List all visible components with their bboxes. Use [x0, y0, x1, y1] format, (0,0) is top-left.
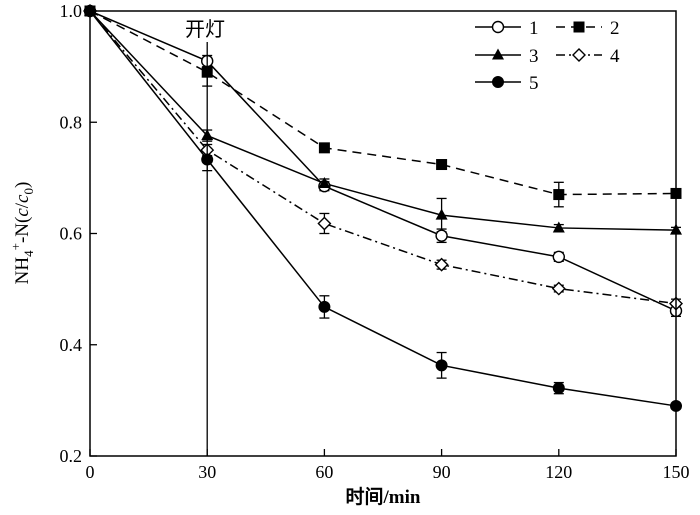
series-1-point — [552, 250, 565, 264]
series-2-point — [436, 159, 448, 171]
series-line-3 — [89, 10, 677, 231]
plot-lines — [89, 10, 681, 410]
x-tick-label: 30 — [198, 462, 216, 482]
legend-label: 3 — [529, 46, 539, 67]
y-axis-label: NH4+-N(c/c0) — [8, 182, 36, 285]
series-5-point — [552, 382, 565, 395]
legend-label: 2 — [610, 18, 620, 39]
plot-markers — [83, 4, 683, 412]
x-tick-label: 60 — [315, 462, 333, 482]
series-4-point — [551, 281, 566, 296]
x-tick-label: 150 — [663, 462, 690, 482]
series-line-2 — [89, 10, 677, 196]
series-3-point — [318, 176, 331, 188]
plot-frame — [89, 10, 677, 457]
legend-label: 5 — [529, 73, 539, 94]
series-4-point — [317, 216, 332, 231]
axes: 0 30 60 90 120 150 0.2 0.4 0.6 0.8 1.0 — [60, 1, 690, 482]
legend-marker — [573, 21, 585, 33]
x-tick-label: 90 — [433, 462, 451, 482]
series-2-point — [318, 142, 330, 154]
legend-marker — [492, 48, 504, 60]
series-5-point — [318, 300, 331, 313]
legend: 1 2 3 4 5 — [475, 18, 620, 94]
legend-item-1: 1 — [475, 18, 539, 39]
x-tick-label: 0 — [86, 462, 95, 482]
legend-item-2: 2 — [556, 18, 620, 39]
series-line-4 — [89, 10, 677, 305]
series-2-point — [553, 189, 565, 201]
y-tick-label: 0.2 — [60, 446, 83, 466]
series-3-point — [552, 221, 565, 233]
series-line-5 — [89, 10, 677, 407]
y-tick-label: 0.8 — [60, 112, 83, 132]
annotation-label: 开灯 — [185, 18, 225, 41]
legend-item-4: 4 — [556, 46, 620, 67]
series-5-point — [435, 359, 448, 372]
y-tick-label: 0.6 — [60, 224, 83, 244]
series-1-point — [435, 229, 448, 242]
legend-item-5: 5 — [475, 73, 539, 94]
series-3-point — [435, 208, 448, 220]
legend-marker — [572, 48, 586, 62]
x-axis-label: 时间/min — [346, 486, 421, 508]
legend-item-3: 3 — [475, 46, 539, 67]
legend-marker — [491, 20, 505, 34]
legend-label: 4 — [610, 46, 620, 67]
series-line-1 — [89, 10, 677, 312]
y-tick-label: 0.4 — [60, 335, 83, 355]
series-4-point — [434, 257, 449, 272]
y-tick-label: 1.0 — [60, 1, 83, 21]
legend-marker — [492, 76, 504, 88]
legend-label: 1 — [529, 18, 539, 39]
x-tick-label: 120 — [545, 462, 572, 482]
